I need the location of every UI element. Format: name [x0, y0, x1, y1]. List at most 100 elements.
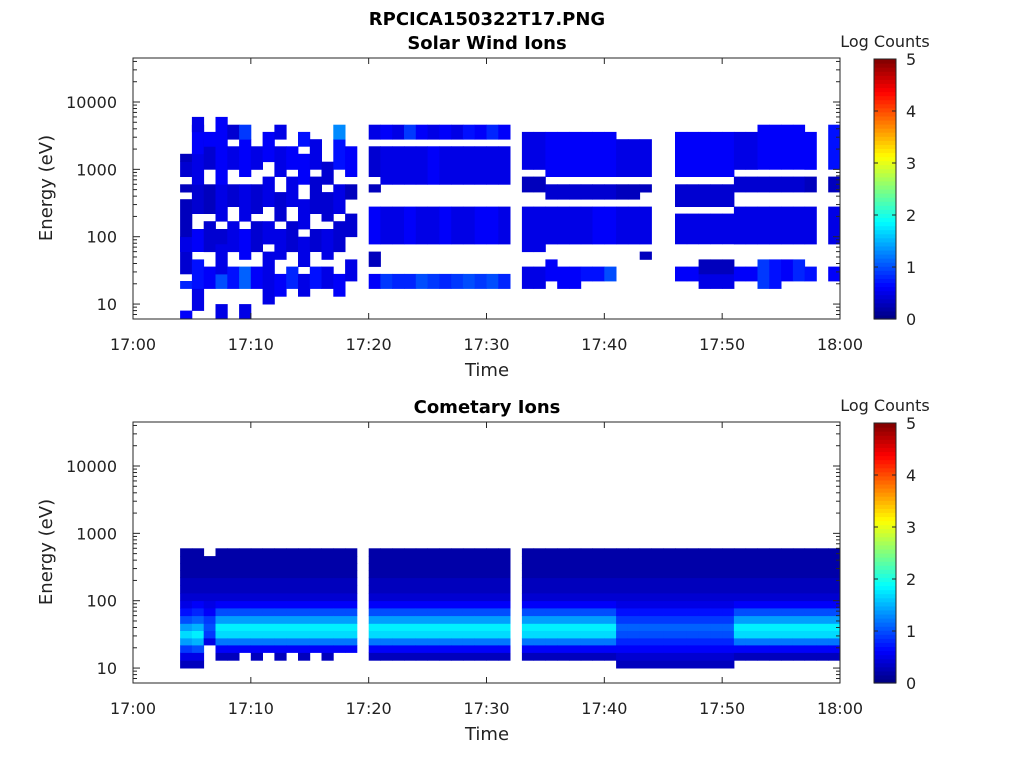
heatmap-cell	[580, 570, 593, 579]
heatmap-cell	[191, 630, 205, 639]
heatmap-cell	[569, 652, 582, 661]
heatmap-cell	[604, 615, 617, 624]
heatmap-cell	[828, 615, 841, 624]
heatmap-cell	[569, 577, 582, 586]
heatmap-cell	[309, 637, 322, 646]
heatmap-cell	[439, 577, 452, 586]
heatmap-cell	[545, 577, 558, 586]
heatmap-cell	[816, 623, 829, 631]
heatmap-cell	[557, 608, 570, 617]
heatmap-cell	[816, 637, 829, 646]
heatmap-cell	[781, 570, 794, 579]
heatmap-cell	[250, 623, 263, 631]
heatmap-cell	[604, 585, 617, 594]
heatmap-cell	[474, 623, 487, 631]
heatmap-cell	[404, 615, 417, 624]
heatmap-cell	[191, 288, 205, 311]
heatmap-cell	[580, 585, 593, 594]
heatmap-cell	[604, 548, 617, 557]
heatmap-cell	[250, 608, 263, 617]
heatmap-cell	[710, 563, 723, 571]
heatmap-cell	[333, 600, 346, 609]
heatmap-cell	[686, 600, 699, 609]
heatmap-cell	[498, 645, 511, 653]
heatmap-cell	[592, 570, 605, 579]
heatmap-cell	[545, 608, 558, 617]
heatmap-cell	[380, 577, 393, 586]
heatmap-cell	[816, 652, 829, 661]
heatmap-cell	[474, 630, 487, 639]
heatmap-cell	[816, 600, 829, 609]
heatmap-cell	[368, 206, 381, 245]
heatmap-cell	[415, 563, 428, 571]
heatmap-cell	[663, 577, 676, 586]
colorbar-segment	[874, 626, 896, 631]
heatmap-cell	[203, 593, 216, 602]
heatmap-cell	[262, 615, 275, 624]
heatmap-cell	[769, 563, 782, 571]
heatmap-cell	[321, 600, 334, 609]
heatmap-cell	[262, 593, 275, 602]
heatmap-cell	[651, 623, 664, 631]
heatmap-cell	[769, 645, 782, 653]
heatmap-cell	[722, 585, 735, 594]
heatmap-cell	[439, 570, 452, 579]
heatmap-cell	[451, 593, 464, 602]
heatmap-cell	[686, 548, 699, 557]
heatmap-cell	[792, 259, 806, 282]
heatmap-cell	[427, 652, 440, 661]
heatmap-cell	[451, 548, 464, 557]
colorbar-segment	[874, 217, 896, 223]
heatmap-cell	[616, 608, 629, 617]
heatmap-cell	[345, 630, 358, 639]
heatmap-cell	[203, 585, 216, 594]
heatmap-cell	[274, 563, 287, 571]
heatmap-cell	[345, 146, 358, 177]
heatmap-cell	[404, 608, 417, 617]
heatmap-cell	[368, 570, 381, 579]
heatmap-cell	[533, 645, 546, 653]
heatmap-cell	[733, 570, 747, 579]
heatmap-cell	[604, 600, 617, 609]
heatmap-cell	[298, 577, 311, 586]
colorbar-segment	[874, 103, 896, 109]
heatmap-cell	[710, 615, 723, 624]
heatmap-cell	[663, 556, 676, 564]
heatmap-cell	[404, 548, 417, 557]
heatmap-cell	[239, 577, 252, 586]
colorbar-segment	[874, 290, 896, 296]
heatmap-cell	[227, 585, 240, 594]
colorbar-segment	[874, 601, 896, 607]
heatmap-cell	[804, 206, 817, 245]
heatmap-cell	[227, 652, 240, 661]
heatmap-cell	[757, 548, 770, 557]
heatmap-cell	[392, 637, 405, 646]
colorbar-segment	[874, 79, 896, 84]
heatmap-cell	[804, 630, 817, 639]
heatmap-cell	[498, 608, 511, 617]
heatmap-cell	[215, 608, 228, 617]
heatmap-cell	[675, 556, 688, 564]
heatmap-cell	[215, 593, 228, 602]
heatmap-cell	[592, 637, 605, 646]
heatmap-cell	[828, 570, 841, 579]
heatmap-cell	[474, 206, 487, 245]
heatmap-cell	[439, 206, 452, 245]
heatmap-cell	[321, 630, 334, 639]
heatmap-cell	[215, 273, 228, 289]
heatmap-cell	[639, 637, 652, 646]
heatmap-cell	[639, 556, 652, 564]
heatmap-cell	[592, 548, 605, 557]
heatmap-cell	[521, 645, 535, 653]
heatmap-cell	[580, 615, 593, 624]
heatmap-cell	[451, 637, 464, 646]
heatmap-cell	[698, 645, 711, 653]
heatmap-cell	[486, 637, 499, 646]
heatmap-cell	[274, 192, 287, 222]
heatmap-cell	[675, 131, 688, 177]
heatmap-cell	[639, 608, 652, 617]
heatmap-cell	[733, 630, 747, 639]
colorbar-segment	[874, 205, 896, 210]
heatmap-cell	[250, 585, 263, 594]
colorbar-segment	[874, 184, 896, 190]
